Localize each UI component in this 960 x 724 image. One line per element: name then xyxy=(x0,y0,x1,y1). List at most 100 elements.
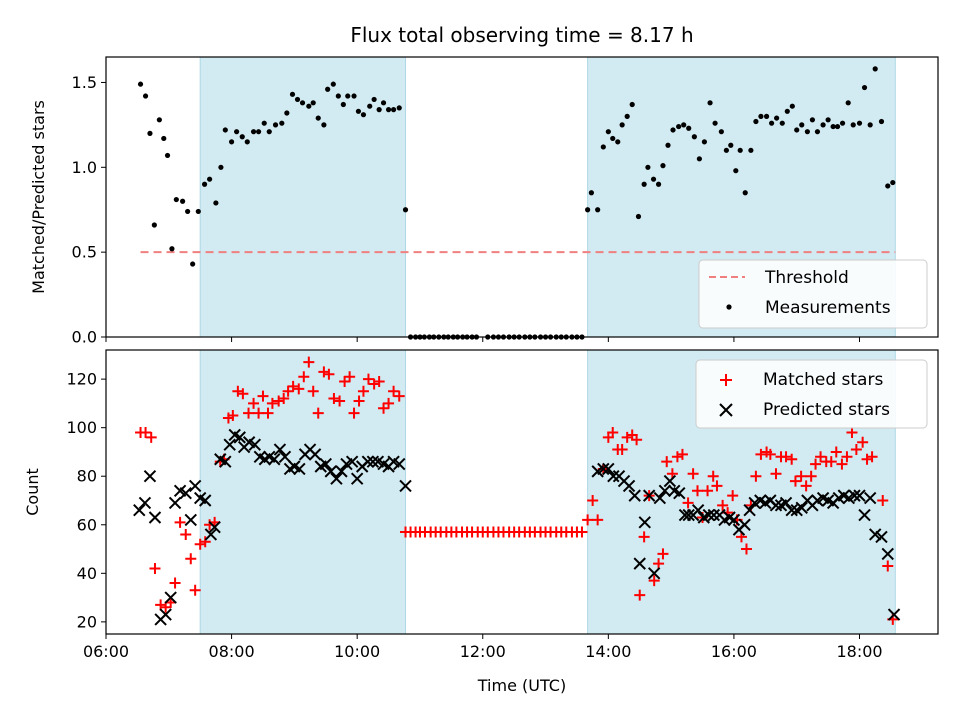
measurements-point xyxy=(195,208,201,215)
measurements-point xyxy=(701,139,708,145)
predicted-stars-point xyxy=(642,489,656,502)
predicted-stars-point xyxy=(330,472,343,485)
y-tick-label: 1.0 xyxy=(72,158,97,177)
predicted-stars-point xyxy=(184,513,197,527)
measurements-point xyxy=(748,147,754,153)
measurements-point xyxy=(867,122,873,128)
x-axis-label: Time (UTC) xyxy=(477,676,566,695)
matched-stars-point xyxy=(312,407,324,419)
measurements-point xyxy=(180,198,186,204)
measurements-point xyxy=(890,179,896,186)
predicted-stars-point xyxy=(164,591,177,604)
predicted-stars-point xyxy=(208,520,221,534)
measurements-point xyxy=(718,129,724,135)
measurements-point xyxy=(845,100,851,106)
matched-stars-point xyxy=(780,451,792,463)
measurements-point xyxy=(728,142,734,148)
matched-stars-point xyxy=(857,436,869,448)
measurements-point xyxy=(691,134,697,140)
predicted-stars-point xyxy=(707,508,721,522)
matched-stars-point xyxy=(248,397,260,409)
measurements-point xyxy=(784,108,790,114)
measurements-point xyxy=(885,183,891,189)
matched-stars-point xyxy=(830,446,842,458)
matched-stars-point xyxy=(836,458,848,470)
measurements-point xyxy=(151,222,157,228)
matched-stars-point xyxy=(740,543,752,555)
predicted-stars-point xyxy=(319,457,332,471)
measurements-point xyxy=(164,152,171,159)
measurements-point xyxy=(299,100,306,106)
measurements-point xyxy=(585,207,591,213)
matched-stars-point xyxy=(850,444,862,456)
x-tick-label: 18:00 xyxy=(836,642,882,661)
measurements-point xyxy=(624,113,630,119)
matched-stars-point xyxy=(140,427,152,439)
matched-stars-point xyxy=(810,458,822,470)
chart-title: Flux total observing time = 8.17 h xyxy=(350,23,693,47)
matched-stars-point xyxy=(323,368,335,380)
matched-stars-point xyxy=(795,470,807,482)
measurements-point xyxy=(774,115,780,121)
predicted-stars-point xyxy=(858,508,871,522)
predicted-stars-point xyxy=(738,518,751,531)
matched-stars-point xyxy=(682,497,694,509)
predicted-stars-point xyxy=(179,487,192,500)
matched-stars-point xyxy=(282,385,294,397)
measurements-point xyxy=(660,163,666,169)
measurements-point xyxy=(376,107,382,113)
measurements-point xyxy=(156,117,162,123)
measurements-point xyxy=(340,101,346,108)
measurements-point xyxy=(330,81,336,87)
predicted-stars-point xyxy=(248,438,262,451)
measurements-point xyxy=(402,207,409,213)
measurements-point xyxy=(261,120,267,126)
matched-stars-point xyxy=(653,558,665,570)
matched-stars-point xyxy=(755,448,767,460)
measurements-point xyxy=(733,168,739,174)
measurements-point xyxy=(289,91,296,97)
matched-stars-point xyxy=(278,393,290,405)
predicted-stars-point xyxy=(366,455,380,468)
predicted-stars-point xyxy=(853,489,866,502)
measurements-point xyxy=(266,129,272,135)
matched-stars-point xyxy=(638,531,650,543)
measurements-point xyxy=(605,129,611,135)
matched-stars-point xyxy=(825,456,837,468)
y-tick-label: 80 xyxy=(77,467,97,486)
legend-predicted-label: Predicted stars xyxy=(763,400,890,420)
measurements-point xyxy=(272,122,279,128)
matched-stars-point xyxy=(587,494,599,506)
predicted-stars-point xyxy=(133,503,146,517)
y-tick-label: 100 xyxy=(66,418,97,437)
matched-stars-point xyxy=(692,485,704,497)
matched-stars-point xyxy=(303,356,315,368)
measurements-point xyxy=(234,129,240,135)
predicted-stars-point xyxy=(219,455,232,468)
measurements-point xyxy=(769,120,775,126)
measurements-point xyxy=(878,118,885,125)
legend-matched-swatch xyxy=(720,374,732,386)
matched-stars-point xyxy=(800,480,812,492)
measurements-point xyxy=(707,100,713,106)
bottom-panel-frame xyxy=(105,349,939,635)
bottom-panel-marks xyxy=(133,356,901,626)
measurements-point xyxy=(619,122,625,128)
matched-stars-point xyxy=(657,548,669,560)
measurements-point xyxy=(228,139,235,145)
matched-stars-point xyxy=(383,397,395,409)
predicted-stars-point xyxy=(743,503,756,517)
matched-stars-point xyxy=(293,383,305,395)
x-tick-label: 08:00 xyxy=(209,642,255,661)
predicted-stars-point xyxy=(597,462,610,476)
measurements-point xyxy=(629,101,635,108)
measurements-point xyxy=(753,118,759,125)
measurements-point xyxy=(325,86,331,92)
predicted-stars-point xyxy=(148,511,162,524)
measurements-point xyxy=(595,207,601,213)
predicted-stars-point xyxy=(887,608,901,621)
measurements-point xyxy=(390,107,397,113)
matched-stars-point xyxy=(273,395,285,407)
matched-stars-point xyxy=(388,385,400,397)
matched-stars-point xyxy=(227,410,239,422)
